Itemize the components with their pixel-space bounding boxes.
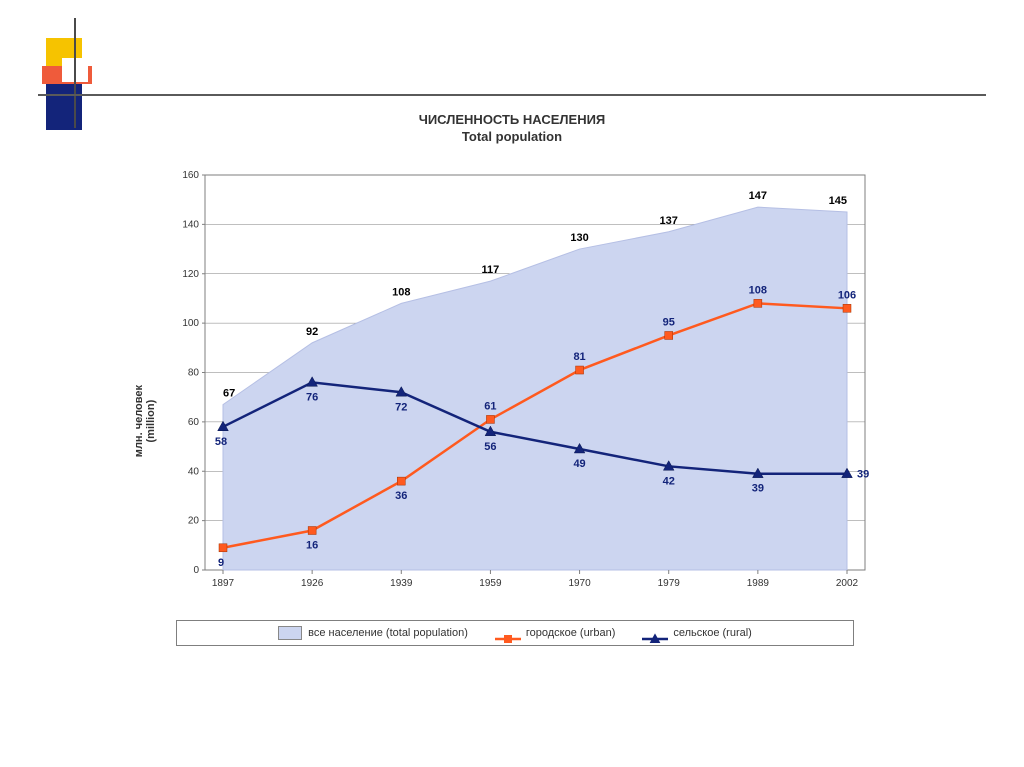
svg-text:81: 81 — [573, 351, 585, 363]
svg-text:1979: 1979 — [658, 578, 681, 589]
chart-title: ЧИСЛЕННОСТЬ НАСЕЛЕНИЯ Total population — [0, 112, 1024, 146]
title-separator — [38, 94, 986, 96]
svg-text:0: 0 — [193, 565, 199, 576]
svg-text:58: 58 — [215, 436, 227, 448]
svg-text:1939: 1939 — [390, 578, 413, 589]
svg-text:76: 76 — [306, 391, 318, 403]
svg-text:120: 120 — [182, 269, 199, 280]
svg-text:39: 39 — [752, 483, 764, 495]
svg-text:39: 39 — [857, 469, 869, 481]
legend-label-urban: городское (urban) — [526, 627, 616, 639]
chart-svg: 0 20 40 60 80 100 120 140 160 67 92 108 117 130 137 147… — [155, 165, 875, 605]
svg-text:9: 9 — [218, 557, 224, 569]
svg-text:95: 95 — [663, 316, 675, 328]
line-swatch-urban-icon — [494, 632, 520, 634]
svg-text:20: 20 — [188, 516, 200, 527]
svg-text:1970: 1970 — [568, 578, 591, 589]
slide: ЧИСЛЕННОСТЬ НАСЕЛЕНИЯ Total population м… — [0, 0, 1024, 767]
svg-text:108: 108 — [392, 286, 410, 298]
svg-text:92: 92 — [306, 326, 318, 338]
chart-title-line2: Total population — [0, 129, 1024, 146]
svg-text:16: 16 — [306, 540, 318, 552]
legend-label-total: все население (total population) — [308, 627, 468, 639]
legend-item-urban: городское (urban) — [494, 627, 616, 639]
chart-title-line1: ЧИСЛЕННОСТЬ НАСЕЛЕНИЯ — [0, 112, 1024, 129]
svg-text:2002: 2002 — [836, 578, 859, 589]
svg-text:117: 117 — [482, 264, 500, 276]
svg-text:108: 108 — [749, 284, 767, 296]
legend-label-rural: сельское (rural) — [673, 627, 751, 639]
svg-text:1989: 1989 — [747, 578, 770, 589]
y-axis-label: млн. человек (million) — [133, 385, 157, 457]
legend: все население (total population) городск… — [176, 620, 854, 646]
svg-text:145: 145 — [829, 195, 847, 207]
legend-item-total: все население (total population) — [278, 626, 468, 640]
svg-text:56: 56 — [484, 441, 496, 453]
svg-text:67: 67 — [223, 388, 235, 400]
svg-text:72: 72 — [395, 401, 407, 413]
svg-text:1926: 1926 — [301, 578, 324, 589]
svg-text:137: 137 — [660, 215, 678, 227]
svg-text:106: 106 — [838, 289, 856, 301]
svg-text:80: 80 — [188, 368, 200, 379]
chart: млн. человек (million) 02040608010012014… — [155, 165, 875, 605]
legend-item-rural: сельское (rural) — [641, 627, 751, 639]
svg-text:61: 61 — [484, 400, 496, 412]
area-swatch-icon — [278, 626, 302, 640]
svg-text:140: 140 — [182, 219, 199, 230]
line-swatch-rural-icon — [641, 632, 667, 634]
svg-text:100: 100 — [182, 318, 199, 329]
svg-text:130: 130 — [570, 232, 588, 244]
svg-text:1959: 1959 — [479, 578, 502, 589]
svg-text:147: 147 — [749, 190, 767, 202]
svg-text:160: 160 — [182, 170, 199, 181]
svg-text:36: 36 — [395, 490, 407, 502]
svg-text:49: 49 — [573, 458, 585, 470]
svg-text:42: 42 — [663, 475, 675, 487]
svg-text:60: 60 — [188, 417, 200, 428]
svg-text:1897: 1897 — [212, 578, 235, 589]
svg-text:40: 40 — [188, 466, 200, 477]
